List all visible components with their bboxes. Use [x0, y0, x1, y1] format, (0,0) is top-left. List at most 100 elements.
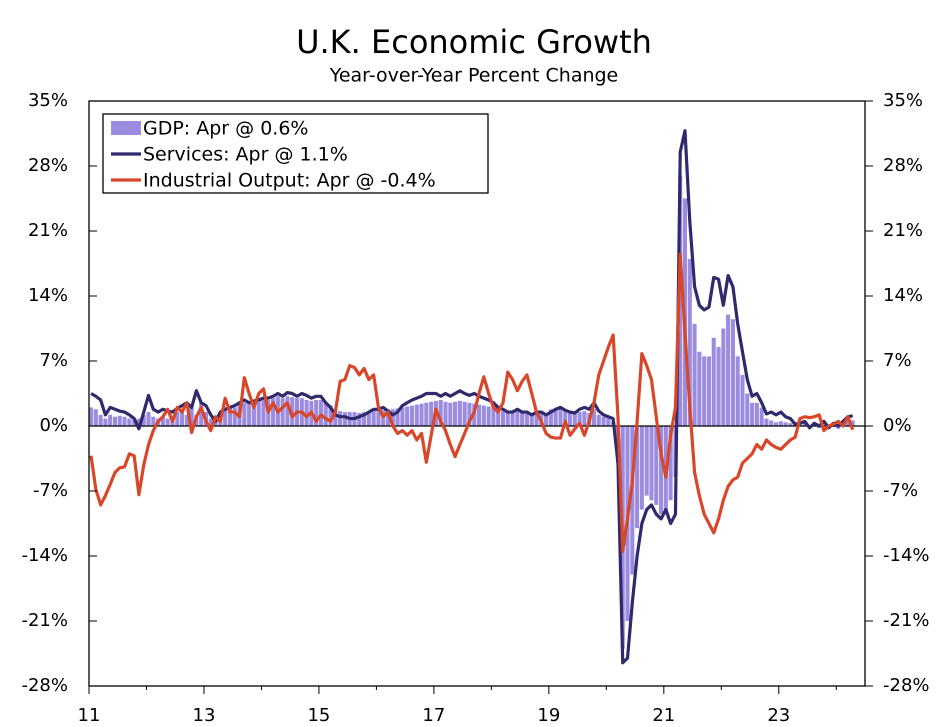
bar: [500, 411, 506, 426]
bar: [481, 405, 486, 426]
bar: [754, 402, 759, 426]
bar: [572, 413, 577, 426]
y-tick-label: 21%: [28, 220, 68, 241]
bar: [745, 393, 750, 426]
bar: [280, 398, 285, 426]
legend-swatch: [111, 121, 141, 135]
y-tick-label: 0%: [39, 415, 68, 436]
y-tick-label: -21%: [21, 610, 68, 631]
plot-frame: [88, 100, 866, 687]
bar: [290, 397, 295, 426]
bar: [179, 409, 185, 426]
bar: [414, 404, 419, 426]
y2-tick-label: -21%: [883, 610, 930, 631]
x-tick-label: 19: [537, 705, 560, 726]
chart-subtitle: Year-over-Year Percent Change: [329, 65, 619, 87]
legend-label: Services: Apr @ 1.1%: [143, 144, 348, 166]
y2-tick-label: -7%: [883, 480, 918, 501]
bar: [850, 420, 855, 426]
bar: [687, 258, 692, 426]
bar: [577, 412, 582, 426]
bar: [314, 400, 319, 426]
bar: [227, 407, 233, 426]
bar: [304, 400, 309, 426]
bar: [778, 421, 783, 426]
y2-tick-label: 28%: [883, 155, 923, 176]
y2-tick-label: 0%: [883, 415, 912, 436]
legend-label: Industrial Output: Apr @ -0.4%: [143, 170, 436, 192]
bar: [591, 409, 597, 426]
x-tick-label: 15: [307, 705, 330, 726]
bar: [764, 418, 769, 426]
y2-tick-label: 7%: [883, 350, 912, 371]
bar: [706, 356, 711, 426]
bar: [371, 410, 376, 426]
bar: [524, 413, 529, 426]
bar: [635, 426, 640, 529]
bar: [443, 401, 448, 426]
bar: [774, 422, 779, 426]
bar: [328, 405, 333, 426]
bar: [424, 402, 429, 426]
plot-area: [89, 129, 865, 665]
bar: [409, 405, 414, 426]
bar: [386, 409, 391, 426]
bar: [438, 400, 443, 426]
bar: [103, 418, 108, 426]
bar: [601, 416, 606, 426]
legend: GDP: Apr @ 0.6% Services: Apr @ 1.1% Indus…: [102, 113, 489, 194]
bar: [639, 426, 644, 510]
bar: [448, 402, 453, 426]
bar: [376, 411, 381, 426]
bar: [127, 418, 132, 426]
bar: [697, 351, 702, 426]
bar: [338, 411, 343, 426]
bar: [515, 411, 520, 426]
x-tick-label: 21: [652, 705, 675, 726]
bar: [630, 426, 635, 575]
bar: [232, 407, 237, 426]
y2-tick-label: -28%: [883, 675, 930, 696]
bar: [256, 400, 261, 426]
y-tick-label: 7%: [39, 350, 68, 371]
bar: [242, 402, 247, 426]
bar: [323, 402, 328, 426]
y-tick-label: -14%: [21, 545, 68, 566]
bar: [544, 413, 549, 426]
bar: [769, 420, 774, 426]
bar: [596, 414, 601, 426]
bar: [783, 422, 788, 426]
bar: [467, 402, 472, 426]
bar: [510, 412, 515, 426]
x-tick-label: 23: [767, 705, 790, 726]
bar: [122, 416, 127, 426]
bar: [567, 413, 573, 426]
bar: [419, 403, 424, 426]
bar: [558, 407, 563, 426]
bar: [477, 404, 482, 426]
bar: [136, 418, 141, 426]
bar: [606, 416, 611, 426]
bar: [189, 407, 194, 426]
bar: [146, 412, 151, 426]
bar: [89, 407, 94, 426]
line-series: [89, 252, 855, 553]
bar: [740, 374, 745, 426]
bar: [261, 400, 266, 426]
bar: [400, 407, 405, 426]
legend-label: GDP: Apr @ 0.6%: [143, 118, 308, 140]
bar: [548, 409, 553, 426]
bar: [735, 356, 740, 426]
bar: [496, 409, 501, 426]
bar: [563, 411, 568, 426]
y-tick-label: 35%: [28, 90, 68, 111]
bar: [726, 314, 731, 426]
bar: [223, 409, 228, 426]
bar: [505, 412, 510, 426]
bar: [285, 396, 290, 426]
bar: [659, 426, 664, 515]
bar: [405, 406, 410, 426]
bar: [520, 412, 525, 426]
y2-tick-label: -14%: [883, 545, 930, 566]
bar: [251, 401, 256, 426]
